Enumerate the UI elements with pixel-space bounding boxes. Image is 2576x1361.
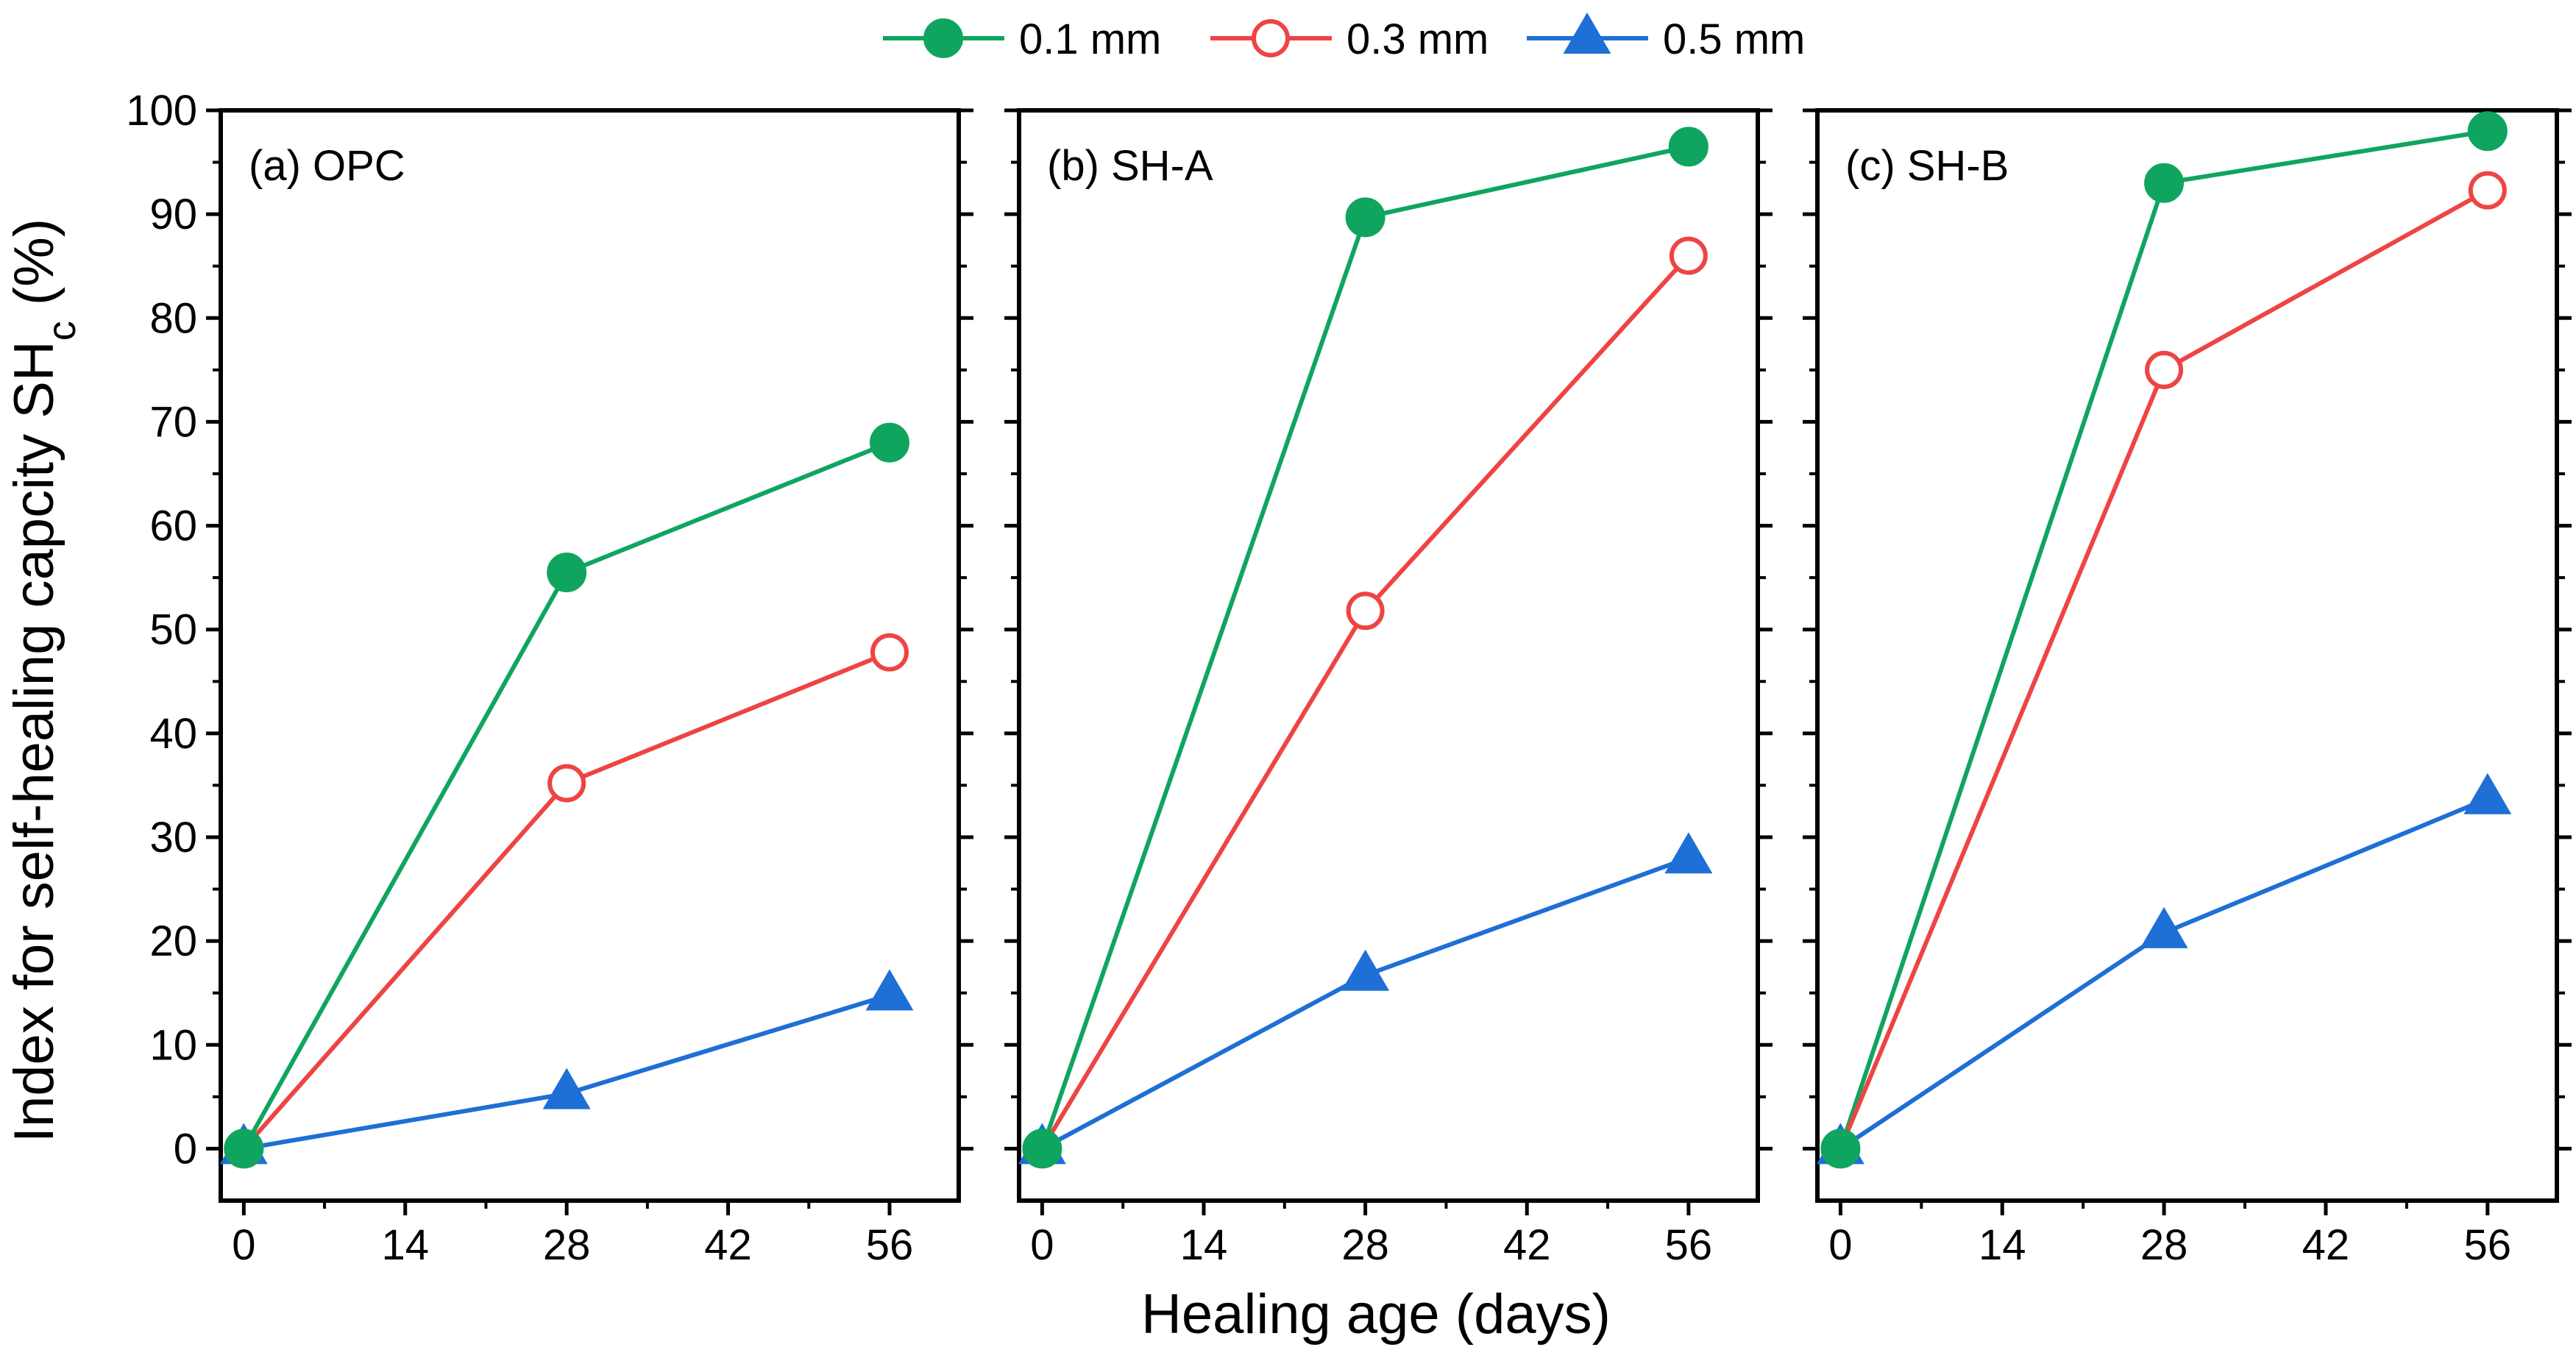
legend-entry-3: 0.5 mm [1527,13,1805,63]
y-tick-label: 60 [149,502,197,550]
panel-label: (c) SH-B [1845,142,2009,190]
data-point-s1-p3 [869,422,909,463]
data-point-s2-p2 [547,764,586,803]
legend-entry-2: 0.3 mm [1210,15,1489,63]
series-markers [219,422,914,1169]
data-point-s1-p3 [2467,111,2508,152]
data-point-s2-p3 [870,633,909,672]
x-axis-title: Healing age (days) [1141,1283,1611,1346]
x-tick-label: 14 [1979,1221,2026,1269]
plot-frame [1815,108,2559,1203]
series-line-3 [1040,856,1689,1151]
legend-label: 0.5 mm [1663,15,1805,63]
series-lines [1838,129,2489,1151]
panels: 0 10 20 30 40 50 60 70 80 90 100 0 14 28 42 56 (a) OPC 0 1… [126,87,2572,1269]
panel-label: (a) OPC [249,142,405,190]
plot-frame [1017,108,1760,1203]
y-tick-label: 0 [174,1125,197,1173]
series-markers [1816,111,2512,1169]
x-tick-label: 42 [2302,1221,2350,1269]
legend-entry-1: 0.1 mm [883,15,1161,63]
data-point-s2-p2 [1346,591,1385,630]
data-point-s1-p1 [224,1129,264,1169]
y-axis-title-main: Index for self-healing capcity SH [3,341,65,1143]
y-tick-label: 90 [149,191,197,238]
x-tick-label: 14 [1180,1221,1228,1269]
series-line-2 [1838,188,2489,1150]
panel-label: (b) SH-A [1047,142,1213,190]
y-tick-label: 30 [149,814,197,861]
panel-1: 0 10 20 30 40 50 60 70 80 90 100 0 14 28 42 56 (a) OPC [126,87,973,1269]
series-lines [1040,144,1691,1151]
data-point-s3-p2 [542,1067,591,1109]
data-point-s3-p3 [1664,832,1713,874]
data-point-s1-p2 [1345,197,1385,238]
y-tick-label: 40 [149,710,197,758]
y-tick-label: 20 [149,917,197,965]
series-line-2 [1040,254,1691,1150]
y-axis-title-subscript: c [40,321,84,341]
data-point-s1-p3 [1668,127,1709,167]
data-point-s1-p2 [2144,163,2185,203]
data-point-s3-p2 [2140,906,2188,948]
series-line-1 [1040,144,1689,1150]
x-tick-label: 28 [2140,1221,2188,1269]
legend-label: 0.3 mm [1346,15,1489,63]
series-markers [1018,127,1713,1169]
data-point-s1-p1 [1820,1129,1861,1169]
x-tick-label: 56 [866,1221,914,1269]
x-tick-label: 0 [232,1221,255,1269]
panel-3: 0 14 28 42 56 (c) SH-B [1803,108,2572,1269]
x-tick-label: 0 [1030,1221,1054,1269]
legend-marker [1252,19,1290,57]
legend-marker [1563,13,1611,54]
plot-frame [219,108,961,1203]
y-tick-label: 50 [149,606,197,654]
data-point-s3-p3 [2463,772,2512,814]
data-point-s3-p2 [1341,949,1390,991]
y-tick-label: 80 [149,294,197,342]
y-tick-label: 100 [126,87,197,135]
y-tick-label: 70 [149,398,197,446]
data-point-s3-p3 [865,969,914,1011]
x-tick-label: 28 [543,1221,591,1269]
y-tick-label: 10 [149,1021,197,1069]
series-line-1 [1838,129,2488,1150]
x-tick-label: 0 [1828,1221,1852,1269]
x-tick-label: 14 [381,1221,429,1269]
y-axis-title-suffix: (%) [3,218,65,321]
data-point-s1-p1 [1022,1129,1062,1169]
legend: 0.1 mm 0.3 mm 0.5 mm [883,13,1805,63]
x-tick-label: 42 [1503,1221,1551,1269]
data-point-s2-p2 [2145,350,2184,389]
legend-label: 0.1 mm [1019,15,1161,63]
legend-marker [923,18,963,58]
series-line-3 [1839,797,2488,1151]
panel-2: 0 14 28 42 56 (b) SH-A [1004,108,1773,1269]
y-axis-title: Index for self-healing capcity SHc (%) [3,218,84,1143]
x-tick-label: 42 [704,1221,752,1269]
x-tick-label: 56 [2464,1221,2512,1269]
x-tick-label: 28 [1341,1221,1389,1269]
x-tick-label: 56 [1665,1221,1713,1269]
data-point-s1-p2 [547,552,587,593]
data-point-s2-p3 [2468,171,2507,210]
data-point-s2-p3 [1669,236,1708,275]
